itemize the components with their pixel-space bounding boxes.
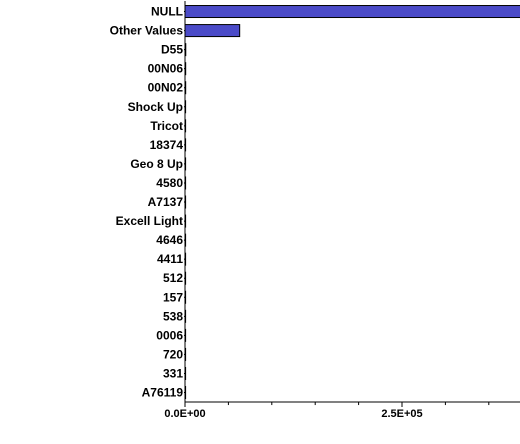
category-label-11: Excell Light (116, 214, 183, 228)
category-label-17: 0006 (156, 328, 183, 342)
bar-1 (184, 24, 241, 38)
category-label-4: 00N02 (148, 81, 184, 95)
category-labels-group: NULL Other Values D55 00N06 00N02 Shock Up Tri… (110, 5, 185, 400)
x-ticks-group: 0.0E+002.5E+055.0E+05 (164, 402, 490, 420)
category-label-3: 00N06 (148, 62, 184, 76)
bars-group (184, 5, 520, 400)
category-label-1: Other Values (110, 24, 184, 38)
category-label-18: 720 (163, 347, 183, 361)
category-label-20: A76119 (142, 386, 184, 400)
category-label-9: 4580 (156, 176, 183, 190)
category-label-6: Tricot (150, 119, 183, 133)
category-label-13: 4411 (157, 252, 183, 266)
category-label-2: D55 (161, 43, 183, 57)
category-label-12: 4646 (156, 233, 183, 247)
x-tick-label-0: 0.0E+00 (164, 408, 205, 420)
category-label-8: Geo 8 Up (130, 157, 183, 171)
bar-0 (184, 5, 520, 19)
category-label-16: 538 (163, 309, 183, 323)
category-label-14: 512 (163, 271, 183, 285)
category-label-19: 331 (163, 366, 183, 380)
category-label-7: 18374 (150, 138, 184, 152)
x-tick-label-1: 2.5E+05 (381, 408, 422, 420)
category-label-15: 157 (163, 290, 183, 304)
category-label-10: A7137 (148, 195, 184, 209)
category-label-0: NULL (151, 5, 183, 19)
category-label-5: Shock Up (128, 100, 183, 114)
